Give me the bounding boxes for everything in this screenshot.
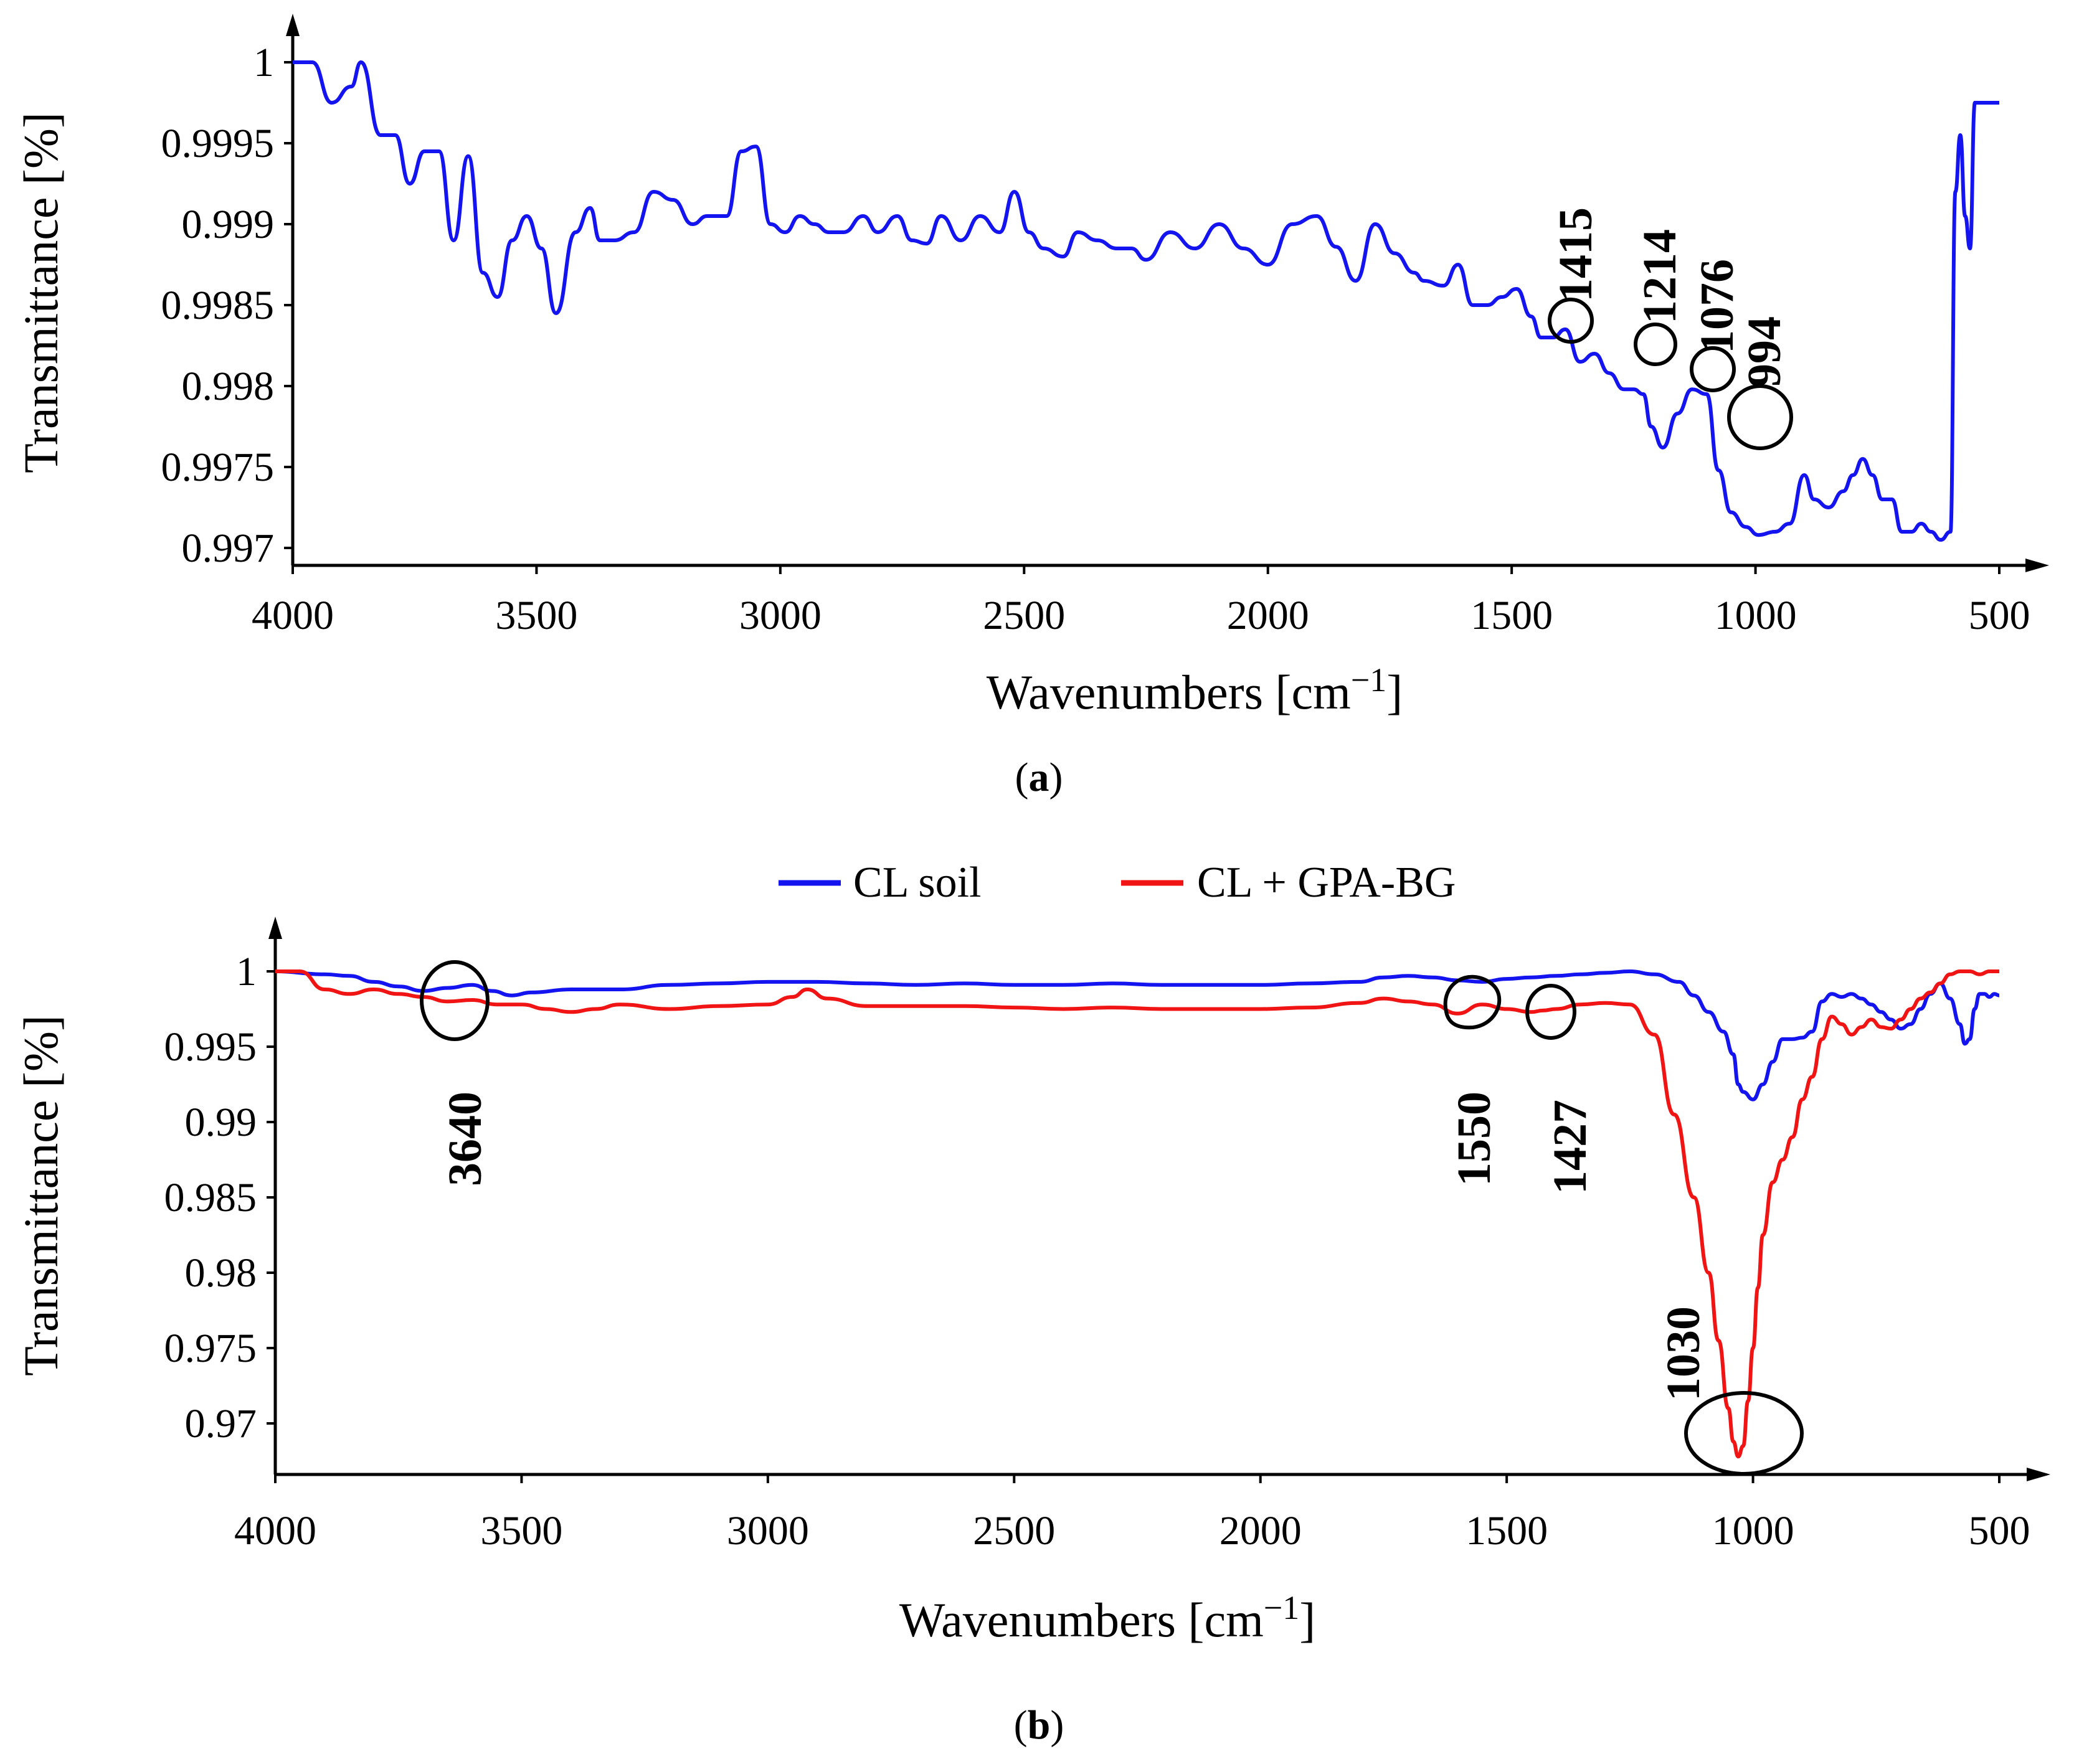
- panel-a-x-tick-label-0: 4000: [252, 593, 334, 638]
- panel-b-y-tick-label-5: 0.975: [164, 1326, 257, 1371]
- panel-b-x-tick-label-0: 4000: [234, 1508, 316, 1554]
- panel-b-legend: CL soil CL + GPA-BG: [779, 859, 1456, 907]
- panel-a-x-tick-label-5: 1500: [1470, 593, 1553, 638]
- panel-a-y-tick-label-6: 0.997: [182, 526, 275, 571]
- panel-a-axes: [286, 14, 2049, 572]
- panel-a-y-tick-label-1: 0.9995: [161, 121, 275, 166]
- panel-a-y-tick-label-3: 0.9985: [161, 283, 275, 328]
- legend-label-cl-gpa-bg: CL + GPA-BG: [1197, 859, 1456, 907]
- panel-b-x-axis-title: Wavenumbers [cm−1]: [899, 1589, 1315, 1647]
- panel-b-x-tick-label-1: 3500: [480, 1508, 562, 1554]
- annotation-label-1030: 1030: [1657, 1306, 1710, 1401]
- panel-b-y-tick-label-3: 0.985: [164, 1175, 257, 1220]
- annotation-label-1076: 1076: [1691, 259, 1743, 354]
- panel-a-series-cl-soil: [293, 60, 1999, 542]
- panel-b-label: (b): [1014, 1702, 1064, 1748]
- annotation-label-994: 994: [1738, 316, 1791, 387]
- annotation-label-1415: 1415: [1550, 207, 1602, 302]
- panel-a-x-arrow: [2025, 559, 2049, 572]
- annotation-label-1427: 1427: [1544, 1100, 1596, 1194]
- panel-b-series-cl-gpa-bg: [275, 969, 1999, 1459]
- legend-label-cl-soil: CL soil: [853, 859, 982, 907]
- panel-b-x-tick-label-3: 2500: [973, 1508, 1055, 1554]
- panel-b-x-tick-label-2: 3000: [727, 1508, 809, 1554]
- panel-a: 1 0.9995 0.999 0.9985 0.998 0.9975 0.997 4000 3…: [14, 14, 2049, 800]
- panel-b-x-arrow: [2027, 1468, 2050, 1481]
- panel-b-y-ticks: 1 0.995 0.99 0.985 0.98 0.975 0.97: [164, 949, 275, 1446]
- panel-a-label: (a): [1015, 755, 1063, 800]
- panel-b-y-tick-label-6: 0.97: [185, 1401, 257, 1446]
- panel-b-x-ticks: 4000 3500 3000 2500 2000 1500 1000 500: [234, 1474, 2030, 1554]
- panel-b-y-axis-title: Transmittance [%]: [14, 1015, 68, 1376]
- annotation-ellipse-1030: [1684, 1391, 1804, 1476]
- annotation-ellipse-3640: [420, 960, 490, 1041]
- panel-b-y-tick-label-2: 0.99: [185, 1100, 257, 1145]
- panel-a-y-tick-label-0: 1: [253, 40, 274, 85]
- annotation-label-1214: 1214: [1634, 229, 1686, 324]
- panel-a-series: [293, 60, 1999, 542]
- annotation-circle-1076: [1690, 346, 1736, 392]
- panel-b-annotations: 3640 1550 1427 1030: [420, 960, 1804, 1476]
- panel-a-y-tick-label-2: 0.999: [182, 202, 275, 247]
- annotation-ellipse-1550: [1443, 974, 1502, 1030]
- panel-b-y-tick-label-4: 0.98: [185, 1250, 257, 1296]
- annotation-label-1550: 1550: [1448, 1092, 1500, 1186]
- panel-a-x-tick-label-6: 1000: [1715, 593, 1797, 638]
- panel-b-series: [275, 969, 2000, 1459]
- panel-a-annotations: 1415 1214 1076 994: [1548, 207, 1793, 450]
- annotation-circle-1214: [1634, 323, 1677, 366]
- panel-b-y-tick-label-1: 0.995: [164, 1024, 257, 1070]
- panel-b-x-tick-label-7: 500: [1969, 1508, 2030, 1554]
- panel-a-x-tick-label-4: 2000: [1227, 593, 1309, 638]
- panel-a-x-tick-label-3: 2500: [983, 593, 1065, 638]
- annotation-ellipse-1427: [1525, 984, 1576, 1040]
- panel-a-x-ticks: 4000 3500 3000 2500 2000 1500 1000 500: [252, 565, 2030, 638]
- panel-a-y-tick-label-5: 0.9975: [161, 445, 275, 490]
- panel-b-series-cl-soil: [275, 969, 2000, 1101]
- annotation-circle-1415: [1548, 298, 1594, 344]
- annotation-circle-994: [1727, 384, 1793, 450]
- panel-a-y-arrow: [286, 14, 300, 36]
- panel-a-y-tick-label-4: 0.998: [182, 364, 275, 409]
- panel-b-y-arrow: [268, 917, 282, 939]
- panel-a-x-tick-label-2: 3000: [739, 593, 822, 638]
- panel-b-y-tick-label-0: 1: [236, 949, 257, 994]
- panel-b-x-tick-label-4: 2000: [1219, 1508, 1302, 1554]
- annotation-label-3640: 3640: [439, 1092, 491, 1186]
- panel-b-axes: [268, 917, 2050, 1481]
- panel-b-x-tick-label-6: 1000: [1712, 1508, 1794, 1554]
- panel-a-x-tick-label-1: 3500: [495, 593, 577, 638]
- panel-a-x-tick-label-7: 500: [1969, 593, 2030, 638]
- panel-a-x-axis-title: Wavenumbers [cm−1]: [987, 661, 1403, 719]
- panel-a-y-ticks: 1 0.9995 0.999 0.9985 0.998 0.9975 0.997: [161, 40, 293, 571]
- panel-b: CL soil CL + GPA-BG 1 0.995 0.99 0.985 0.98 0…: [14, 859, 2050, 1748]
- panel-b-x-tick-label-5: 1500: [1466, 1508, 1548, 1554]
- panel-a-y-axis-title: Transmittance [%]: [14, 112, 68, 473]
